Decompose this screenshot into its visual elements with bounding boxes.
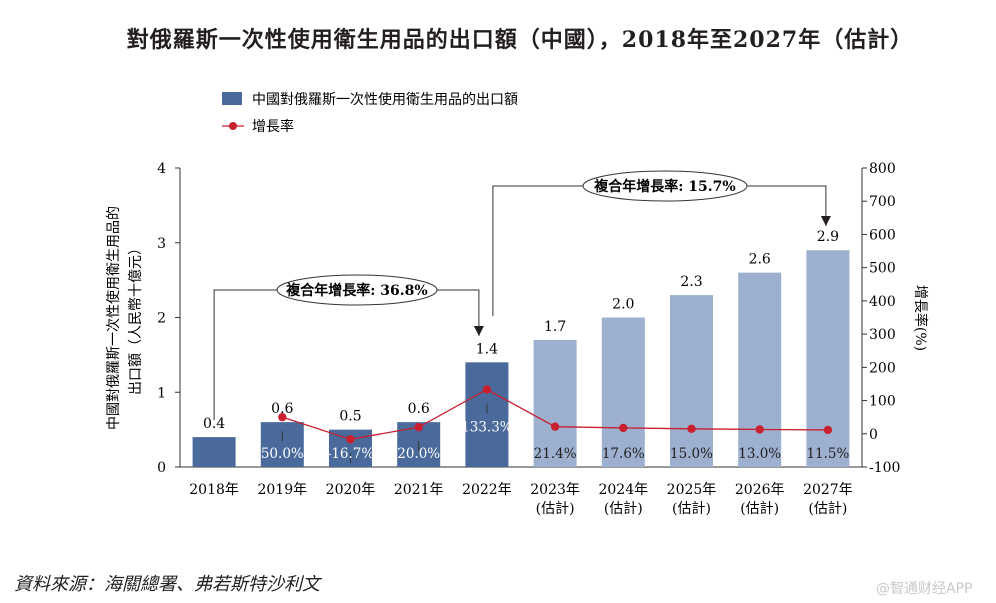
bar (670, 295, 713, 467)
y-tick-label-right: 400 (869, 294, 896, 310)
growth-rate-point (482, 385, 492, 394)
source-note: 資料來源：海關總署、弗若斯特沙利文 (14, 574, 320, 595)
growth-rate-point (619, 423, 628, 433)
growth-rate-point (278, 412, 287, 422)
cagr-label: 複合年增長率: 36.8% (285, 282, 427, 299)
bar-value-label: 1.4 (476, 341, 498, 357)
x-tick-label: (估計) (604, 501, 643, 517)
growth-rate-point (687, 424, 696, 433)
y-tick-label-right: 300 (869, 327, 896, 343)
x-tick-label: (估計) (808, 501, 847, 517)
x-tick-label: 2019年 (257, 482, 307, 498)
legend-swatch-point (229, 122, 237, 130)
cagr-bracket (213, 289, 480, 420)
y-tick-label-right: 700 (869, 194, 896, 210)
y-tick-label-left: 4 (157, 161, 166, 177)
growth-rate-label: 50.0% (261, 446, 304, 462)
growth-rate-label: 17.6% (602, 446, 645, 462)
bar-value-label: 0.5 (339, 409, 361, 425)
chart-title: 對俄羅斯一次性使用衛生用品的出口額（中國），2018年至2027年（估計） (126, 27, 914, 53)
cagr-arrowhead (473, 326, 484, 336)
cagr-bubble (582, 170, 748, 202)
y-tick-label-left: 0 (157, 460, 166, 476)
y-tick-label-right: 500 (869, 261, 896, 277)
bar (192, 437, 236, 467)
bar-value-label: 2.3 (680, 274, 702, 290)
y-tick-label-right: 800 (869, 161, 896, 177)
bar-value-label: 0.6 (271, 401, 293, 417)
y-axis-title-left: 出口額（人民幣十億元） (128, 241, 144, 395)
y-tick-label-left: 2 (157, 311, 166, 327)
growth-rate-label: 133.3% (461, 419, 513, 435)
growth-rate-label: 20.0% (397, 446, 440, 462)
y-axis-title-left: 中國對俄羅斯一次性使用衛生用品的 (105, 206, 122, 430)
growth-rate-label: -16.7% (327, 446, 375, 462)
bar (533, 339, 577, 467)
growth-rate-point (346, 435, 355, 444)
bar-value-label: 2.6 (749, 252, 771, 268)
x-tick-label: (估計) (536, 501, 575, 517)
x-tick-label: 2026年 (735, 482, 785, 498)
x-tick-label: 2024年 (598, 482, 648, 498)
y-tick-label-left: 3 (157, 236, 166, 252)
y-tick-label-right: 0 (869, 427, 878, 443)
bar-value-label: 0.6 (408, 401, 430, 417)
x-tick-label: 2021年 (394, 482, 444, 498)
bar (806, 250, 850, 467)
bar-value-label: 2.0 (612, 297, 634, 313)
bar (465, 362, 509, 467)
y-tick-label-right: 600 (869, 227, 896, 243)
bar-value-label: 1.7 (544, 319, 566, 335)
cagr-bubble (276, 274, 438, 306)
growth-rate-point (823, 425, 833, 435)
x-tick-label: (估計) (740, 501, 779, 517)
legend-swatch-bar (222, 92, 242, 105)
x-tick-label: 2023年 (530, 482, 580, 498)
y-tick-label-right: 200 (869, 360, 896, 376)
legend-label-bar: 中國對俄羅斯一次性使用衛生用品的出口額 (252, 91, 518, 108)
cagr-arrowhead (820, 216, 831, 226)
cagr-label: 複合年增長率: 15.7% (593, 178, 735, 195)
x-tick-label: 2027年 (803, 482, 853, 498)
bar-value-label: 2.9 (817, 229, 839, 245)
growth-rate-label: 21.4% (534, 446, 577, 462)
x-tick-label: 2018年 (189, 482, 239, 498)
x-tick-label: 2022年 (462, 482, 512, 498)
y-tick-label-left: 1 (157, 385, 166, 401)
x-tick-label: (估計) (672, 501, 711, 517)
growth-rate-label: 15.0% (670, 446, 713, 462)
y-tick-label-right: -100 (869, 460, 900, 476)
bar (738, 272, 782, 467)
y-axis-title-right: 增長率(%) (912, 285, 929, 351)
x-tick-label: 2025年 (667, 482, 717, 498)
growth-rate-label: 13.0% (738, 446, 781, 462)
growth-rate-label: 11.5% (806, 446, 849, 462)
growth-rate-point (755, 425, 764, 434)
bar (260, 422, 304, 467)
legend-label-line: 增長率 (252, 118, 294, 135)
bar (601, 317, 645, 467)
growth-rate-point (550, 422, 560, 431)
x-tick-label: 2020年 (326, 482, 376, 498)
bar-value-label: 0.4 (203, 416, 225, 432)
y-tick-label-right: 100 (869, 394, 896, 410)
growth-rate-point (414, 422, 423, 432)
watermark: @智通财经APP (876, 581, 973, 597)
